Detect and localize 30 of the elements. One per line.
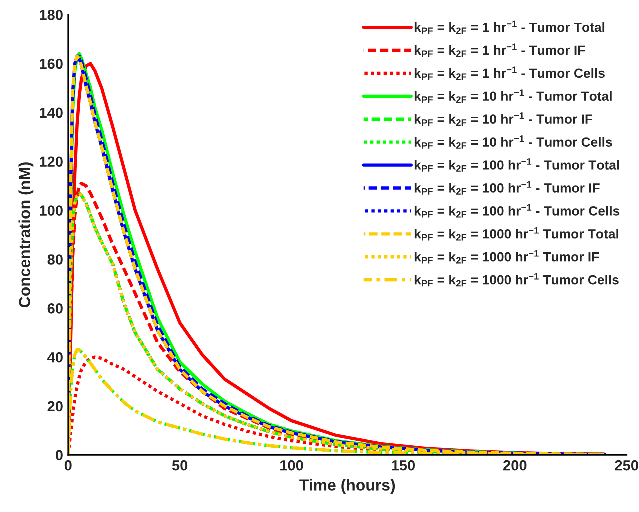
x-axis-title: Time (hours): [300, 479, 396, 494]
legend-label: k$_{PF}$ = k$_{2F}$ = 100 hr$^{−1}$ - Tumor Cells: [414, 204, 620, 218]
x-tick-label: 250: [615, 460, 638, 471]
x-tick-label: 200: [504, 460, 527, 471]
legend-label: k$_{PF}$ = k$_{2F}$ = 10 hr$^{−1}$ - Tumor Cells: [414, 136, 612, 149]
y-tick-label: 140: [40, 108, 63, 118]
x-tick-label: 50: [172, 460, 188, 471]
y-tick-label: 160: [40, 58, 63, 70]
y-tick-label: 20: [48, 401, 63, 412]
y-tick-label: 80: [48, 254, 63, 265]
y-tick-label: 100: [40, 206, 63, 216]
legend-label: k$_{PF}$ = k$_{2F}$ = 1000 hr$^{−1}$ Tumor Cells: [414, 273, 619, 287]
legend-label: k$_{PF}$ = k$_{2F}$ = 100 hr$^{−1}$ - Tumor Total: [414, 158, 620, 172]
x-tick-label: 150: [392, 460, 416, 471]
legend-label: k$_{PF}$ = k$_{2F}$ = 1 hr$^{−1}$ - Tumor Total: [414, 20, 605, 34]
legend-label: k$_{PF}$ = k$_{2F}$ = 1 hr$^{−1}$ - Tumor IF: [414, 44, 586, 58]
legend-label: k$_{PF}$ = k$_{2F}$ = 1000 hr$^{−1}$ Tumor IF: [414, 250, 600, 264]
legend-label: k$_{PF}$ = k$_{2F}$ = 1 hr$^{−1}$ - Tumor Cells: [414, 66, 605, 80]
x-tick-label: 0: [64, 460, 72, 471]
y-tick-label: 40: [48, 352, 63, 363]
legend-label: k$_{PF}$ = k$_{2F}$ = 10 hr$^{−1}$ - Tumor IF: [414, 112, 593, 126]
y-tick-label: 0: [56, 450, 63, 461]
legend-label: k$_{PF}$ = k$_{2F}$ = 100 hr$^{−1}$ - Tumor IF: [414, 182, 600, 195]
y-tick-label: 180: [40, 10, 63, 20]
x-tick-label: 100: [280, 460, 304, 471]
legend-label: k$_{PF}$ = k$_{2F}$ = 10 hr$^{−1}$ - Tumor Total: [414, 90, 612, 104]
y-tick-label: 120: [40, 156, 63, 168]
legend-label: k$_{PF}$ = k$_{2F}$ = 1000 hr$^{−1}$ Tumor Total: [414, 227, 618, 241]
y-tick-label: 60: [48, 303, 63, 314]
y-axis-title: Concentration (nM): [18, 162, 34, 308]
